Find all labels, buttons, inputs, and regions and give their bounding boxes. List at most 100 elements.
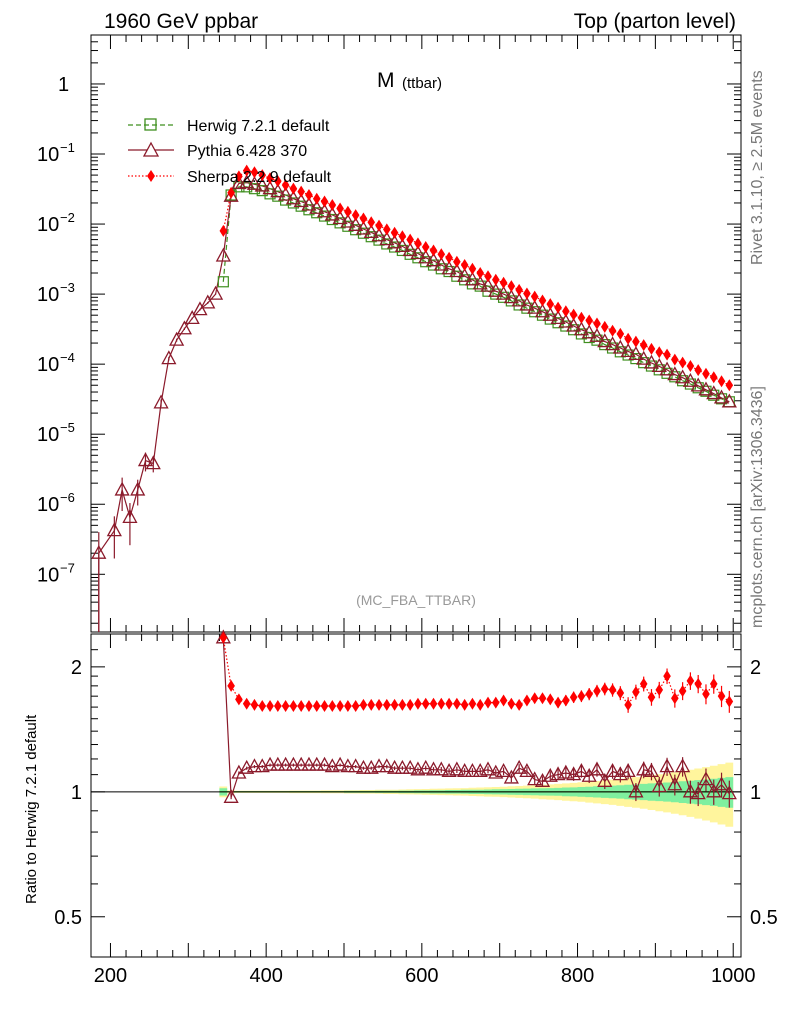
pythia-point [285,190,301,205]
sherpa-point [266,172,274,185]
pythia-point [410,245,426,260]
ratio-pythia-point [316,756,333,771]
ratio-sherpa-point [585,688,594,701]
pythia-point [643,354,660,369]
pythia-point [278,186,294,201]
pythia-point [659,361,675,376]
ratio-pythia-point [301,756,317,771]
ratio-sherpa-point [499,694,508,707]
legend-pythia-label: Pythia 6.428 370 [187,143,307,160]
x-tick-label: 400 [249,965,282,987]
ratio-pythia-point [667,776,683,791]
sherpa-point [491,273,500,286]
pythia-point [270,183,286,198]
ratio-y-tick-label: 2 [71,657,82,679]
rivet-label: Rivet 3.1.10, ≥ 2.5M events [749,70,766,265]
ratio-pythia-point [285,756,301,771]
sherpa-point [359,212,368,225]
sherpa-point [647,342,656,355]
sherpa-point [725,379,734,392]
pythia-point [651,357,667,373]
pythia-point [309,199,325,214]
ratio-sherpa-point [694,677,702,690]
sherpa-point [344,205,352,218]
pythia-point [239,174,255,189]
sherpa-point [460,259,469,272]
pythia-point [200,294,216,309]
ratio-sherpa-point [242,697,251,710]
ratio-pythia-point [433,761,449,776]
ratio-pythia-point [480,761,496,776]
ratio-pythia-point [713,776,730,791]
ratio-pythia-point [418,759,434,774]
x-tick-label: 200 [94,965,127,987]
sherpa-point [320,195,329,208]
y-tick-label: 10 [37,144,59,166]
ratio-sherpa-point [600,682,609,695]
ratio-sherpa-point [453,697,461,710]
y-tick-label: 10 [37,214,59,236]
pythia-point [348,216,364,231]
y-tick-label: 10 [37,494,59,516]
ratio-sherpa-point [554,696,562,709]
pythia-point [542,306,558,321]
sherpa-point [274,175,282,188]
ratio-pythia-point [379,758,395,773]
ratio-sherpa-point [383,698,391,711]
ratio-y-tick-label-right: 1 [750,782,761,804]
ratio-sherpa-point [227,679,235,692]
sherpa-point [655,346,664,359]
pythia-point [223,187,239,202]
ratio-band-green [219,777,734,808]
ratio-pythia-point [706,783,722,798]
ratio-sherpa-point [725,695,734,708]
sherpa-point [398,230,407,243]
sherpa-point [709,371,718,384]
herwig-point [287,197,299,209]
pythia-point [706,385,722,400]
sherpa-point [437,248,446,261]
ratio-sherpa-point [375,698,383,711]
ratio-pythia-point [503,769,519,784]
pythia-point [534,303,551,318]
y-tick-exponent: −1 [60,140,75,155]
ratio-pythia-point [231,764,247,779]
ratio-sherpa-point [624,698,632,711]
ratio-sherpa-point [577,690,586,703]
legend: Herwig 7.2.1 default Pythia 6.428 370 Sh… [128,118,332,186]
ratio-pythia-point [309,756,325,771]
sherpa-point [523,287,531,300]
ratio-ylabel: Ratio to Herwig 7.2.1 default [23,714,40,904]
x-tick-label: 800 [561,965,594,987]
ratio-sherpa-point [608,683,617,696]
pythia-point [511,292,527,307]
sherpa-point [569,308,578,321]
ratio-sherpa-point [359,698,368,711]
pythia-point [332,210,348,225]
ratio-pythia-point [348,758,364,773]
ratio-sherpa-point [593,684,601,697]
ratio-sherpa-point [507,697,516,710]
legend-entry-herwig: Herwig 7.2.1 default [128,118,330,135]
sherpa-point [663,348,671,361]
y-tick-label: 10 [37,424,59,446]
ratio-sherpa-point [328,699,337,712]
pythia-point [153,394,169,409]
pythia-point [488,282,504,297]
ratio-sherpa-point [398,698,407,711]
sherpa-point [250,166,259,179]
herwig-point [365,231,377,243]
herwig-point [373,234,385,246]
herwig-point [396,244,408,257]
y-tick-exponent: −7 [60,560,75,575]
ratio-sherpa-point [250,698,259,711]
herwig-point [513,299,525,311]
ratio-sherpa-point [305,699,313,712]
sherpa-point [624,332,632,345]
ratio-sherpa-point [320,699,329,712]
sherpa-point [671,353,679,366]
ratio-sherpa-point [569,691,578,704]
pythia-point [231,175,247,190]
x-tick-label: 1000 [711,965,756,987]
ratio-sherpa-point [647,691,656,704]
